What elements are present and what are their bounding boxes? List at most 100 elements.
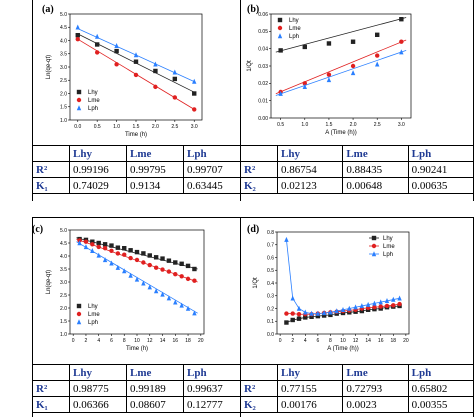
y-axis-title: Ln(qe-qt) xyxy=(46,55,52,79)
x-tick-label: 2.0 xyxy=(350,122,357,128)
data-point xyxy=(102,257,108,263)
data-point xyxy=(399,17,404,22)
fit-line xyxy=(275,39,407,95)
data-point xyxy=(192,107,197,112)
table-a-cell: 0.9134 xyxy=(126,177,184,194)
data-point xyxy=(128,248,133,253)
x-tick-label: 6 xyxy=(110,338,113,344)
data-point xyxy=(399,39,404,44)
table-b-cell: 0.02123 xyxy=(276,177,344,194)
y-tick-label: 3.0 xyxy=(60,65,67,71)
data-point xyxy=(179,274,184,279)
data-point xyxy=(328,309,333,315)
data-point xyxy=(173,299,178,305)
data-point xyxy=(94,42,100,47)
x-tick-label: 4 xyxy=(97,338,100,344)
table-a: Lhy Lme Lph R² 0.99196 0.99795 0.99707 K… xyxy=(32,145,241,194)
table-a-header: Lph xyxy=(183,145,241,162)
table-a-corner xyxy=(32,145,70,162)
table-c-cell: 0.98775 xyxy=(69,380,127,397)
data-point xyxy=(160,291,165,297)
x-tick-label: 18 xyxy=(391,338,397,344)
data-point xyxy=(391,296,396,302)
data-point xyxy=(185,276,191,282)
chart-a-svg: (a) 0.0 0.5 1.0 1.5 2.0 2.5 3.0 1.0 1.5 2.0 2.5 3.0 3… xyxy=(42,4,203,138)
table-d-cell: 0.72793 xyxy=(342,380,409,397)
chart-d-svg: (d) 0 2 4 6 8 10 12 14 16 18 20 0.0 0.1 0.2 0.3 0.4 0.5 0.… xyxy=(247,224,410,352)
data-point xyxy=(141,280,146,286)
table-b-cell: 0.88435 xyxy=(342,161,409,178)
y-tick-label: 1.0 xyxy=(60,118,67,124)
data-point xyxy=(328,312,333,318)
data-point xyxy=(153,265,159,270)
data-point xyxy=(340,306,346,312)
x-tick-label: 6 xyxy=(316,338,319,344)
x-axis-title: A (Time (h)) xyxy=(327,346,358,352)
y-tick-label: 2.5 xyxy=(60,293,67,299)
chart-c-svg: (c) 0 2 4 6 8 10 12 14 16 18 20 1.0 1.5 2.0 2.5 3.0 3.5 4.… xyxy=(32,224,205,352)
x-tick-label: 1.0 xyxy=(113,124,120,130)
x-tick-label: 3.0 xyxy=(191,124,198,130)
y-tick-label: 4.5 xyxy=(60,241,67,247)
data-point xyxy=(326,41,332,46)
divider-c-top xyxy=(32,217,474,218)
data-point xyxy=(296,312,302,317)
x-tick-label: 4 xyxy=(304,338,307,344)
data-point xyxy=(185,263,191,269)
y-tick-label: 2.0 xyxy=(60,306,67,312)
x-tick-label: 12 xyxy=(147,338,153,344)
data-point xyxy=(391,303,396,308)
data-point xyxy=(290,311,295,316)
data-point xyxy=(114,48,119,54)
table-a-cell: 0.99707 xyxy=(183,161,241,178)
fit-line xyxy=(275,50,407,96)
y-tick-label: 0.00 xyxy=(258,116,268,122)
y-tick-label: 3.0 xyxy=(60,280,67,286)
data-point xyxy=(384,298,390,304)
y-tick-label: 0.01 xyxy=(258,98,268,104)
table-d-cell: 0.65802 xyxy=(407,380,474,397)
data-point xyxy=(122,252,127,257)
data-point xyxy=(302,44,307,50)
x-tick-label: 3.0 xyxy=(398,122,405,128)
data-point xyxy=(134,249,140,255)
data-point xyxy=(115,251,121,256)
x-tick-label: 10 xyxy=(134,338,140,344)
data-point xyxy=(109,243,114,248)
data-point xyxy=(77,240,82,246)
table-c-cell: 0.99189 xyxy=(126,380,184,397)
x-tick-label: 8 xyxy=(329,338,332,344)
legend-marker xyxy=(371,235,377,241)
table-b-row-label: R² xyxy=(240,161,278,178)
legend-label: Lhy xyxy=(383,236,393,242)
series-line xyxy=(286,239,400,314)
data-point xyxy=(375,53,380,58)
y-tick-label: 2.0 xyxy=(60,91,67,97)
x-tick-label: 1.5 xyxy=(325,122,332,128)
data-point xyxy=(179,261,184,266)
data-point xyxy=(309,314,314,319)
x-tick-label: 8 xyxy=(123,338,126,344)
data-point xyxy=(350,63,356,69)
x-axis-title: A (Time (h)) xyxy=(325,130,356,136)
panel-label: (b) xyxy=(247,4,259,15)
table-c-cell: 0.08607 xyxy=(126,396,184,413)
data-point xyxy=(96,240,101,246)
data-point xyxy=(192,78,197,84)
y-axis-title: 1/Qt xyxy=(253,277,259,289)
table-a-cell: 0.99795 xyxy=(126,161,184,178)
chart-panel-d: (d) 0 2 4 6 8 10 12 14 16 18 20 0.0 0.1 0.2 0.3 0.4 0.5 0.… xyxy=(241,218,474,364)
data-point xyxy=(75,36,80,42)
table-c-header: Lme xyxy=(126,364,184,381)
data-point xyxy=(96,244,101,250)
x-tick-label: 1.0 xyxy=(301,122,308,128)
legend-label: Lph xyxy=(88,320,98,326)
y-tick-label: 1.5 xyxy=(60,105,67,111)
data-point xyxy=(147,284,152,290)
y-tick-label: 0.02 xyxy=(258,81,268,87)
data-point xyxy=(350,39,356,44)
data-point xyxy=(397,295,402,301)
data-point xyxy=(290,317,295,323)
legend-marker xyxy=(76,303,82,309)
table-d-header: Lph xyxy=(407,364,474,381)
